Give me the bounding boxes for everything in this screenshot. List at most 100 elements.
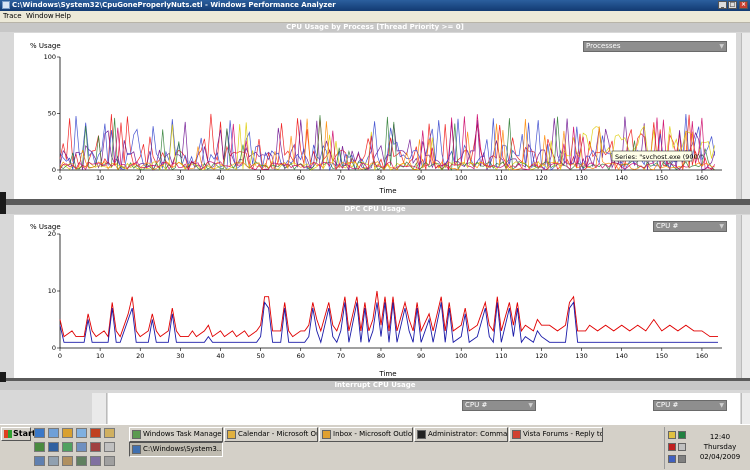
- x-tick-label: 130: [575, 174, 587, 182]
- y-tick-label: 100: [44, 53, 56, 61]
- processes-dropdown-value: Processes: [586, 42, 621, 50]
- app-icon-7[interactable]: [34, 456, 45, 466]
- app-icon-8[interactable]: [48, 456, 59, 466]
- cpu-usage-chart: % Usage Time 0 50 100 0 10 20 30 40 50 60 70 80 90 10…: [30, 42, 722, 195]
- left-dock-handle[interactable]: [0, 192, 6, 214]
- menu-help[interactable]: Help: [55, 12, 71, 20]
- office-icon[interactable]: [90, 428, 101, 438]
- left-dock-handle-2[interactable]: [0, 372, 6, 382]
- menu-bar: Trace Window Help: [0, 11, 750, 23]
- app-icon-5[interactable]: [90, 442, 101, 452]
- processes-dropdown[interactable]: Processes ▼: [583, 41, 727, 52]
- task-command-prompt[interactable]: Administrator: Command...: [414, 427, 508, 442]
- task-label: C:\Windows\System3...: [143, 445, 223, 453]
- cpu-axes: 0 50 100 0 10 20 30 40 50 60 70 80 90 100 110 120 130 140…: [44, 53, 722, 182]
- dpc-usage-chart: % Usage Time 0 10 20 0 10 20 30 40 50 60 70 80 90 100…: [30, 223, 722, 378]
- panel-splitter[interactable]: [0, 199, 750, 205]
- x-tick-label: 30: [176, 352, 184, 360]
- app-icon-3[interactable]: [62, 442, 73, 452]
- excel-icon[interactable]: [34, 442, 45, 452]
- command-prompt-icon: [417, 430, 426, 439]
- app-icon-6[interactable]: [104, 442, 115, 452]
- task-windows-task-manager[interactable]: Windows Task Manager: [129, 427, 223, 442]
- interrupt-plot-area[interactable]: [108, 393, 740, 424]
- task-performance-analyzer[interactable]: C:\Windows\System3...: [129, 442, 223, 457]
- task-label: Windows Task Manager: [143, 430, 223, 438]
- clock-day: Thursday: [703, 443, 737, 451]
- interrupt-cpu-dropdown-right[interactable]: CPU # ▼: [653, 400, 727, 411]
- app-icon-10[interactable]: [76, 456, 87, 466]
- interrupt-side-strip: [92, 393, 107, 424]
- explorer-icon[interactable]: [48, 428, 59, 438]
- dpc-axes: 0 10 20 0 10 20 30 40 50 60 70 80 90 100 110 120 130 140 1…: [48, 230, 722, 360]
- interrupt-cpu-dropdown-left[interactable]: CPU # ▼: [462, 400, 536, 411]
- menu-window[interactable]: Window: [26, 12, 54, 20]
- app-icon-9[interactable]: [62, 456, 73, 466]
- close-button[interactable]: ×: [739, 1, 748, 9]
- dpc-plot-area[interactable]: [14, 215, 736, 378]
- maximize-button[interactable]: □: [728, 1, 737, 9]
- start-label: Start: [13, 429, 36, 438]
- clock-time[interactable]: 12:40: [709, 433, 731, 441]
- cpu-process-series-line: [59, 118, 715, 171]
- cpu-plot-area[interactable]: [14, 33, 736, 199]
- chevron-down-icon[interactable]: ▼: [528, 402, 533, 409]
- app-icon-12[interactable]: [104, 456, 115, 466]
- alert-icon[interactable]: [668, 443, 676, 451]
- x-tick-label: 70: [337, 352, 345, 360]
- chevron-down-icon[interactable]: ▼: [719, 402, 724, 409]
- app-icon-2[interactable]: [104, 428, 115, 438]
- task-inbox-outlook[interactable]: Inbox - Microsoft Outlook: [319, 427, 413, 442]
- security-icon[interactable]: [668, 431, 676, 439]
- browser-icon: [512, 430, 521, 439]
- panel-splitter-2[interactable]: [0, 378, 750, 381]
- y-tick-label: 0: [52, 344, 56, 352]
- x-tick-label: 60: [297, 174, 305, 182]
- cpu-series-group: [59, 113, 716, 172]
- power-icon[interactable]: [678, 455, 686, 463]
- dpc-panel-title: DPC CPU Usage: [0, 205, 750, 214]
- app-icon-4[interactable]: [76, 442, 87, 452]
- task-label: Calendar - Microsoft Outl...: [238, 430, 317, 438]
- calendar-icon: [227, 430, 236, 439]
- x-tick-label: 160: [696, 352, 708, 360]
- cpu-process-series-line: [59, 116, 716, 172]
- outlook-icon[interactable]: [62, 428, 73, 438]
- y-tick-label: 50: [48, 110, 56, 118]
- minimize-button[interactable]: _: [718, 1, 727, 9]
- cpu-panel-scrollbar[interactable]: [741, 33, 750, 199]
- dpc-cpu-dropdown[interactable]: CPU # ▼: [653, 221, 727, 232]
- x-tick-label: 0: [58, 174, 62, 182]
- media-icon[interactable]: [76, 428, 87, 438]
- clock-date: 02/04/2009: [699, 453, 741, 461]
- system-tray: 12:40 Thursday 02/04/2009: [664, 427, 750, 469]
- task-vista-forums[interactable]: Vista Forums - Reply to T...: [509, 427, 603, 442]
- bluetooth-icon[interactable]: [668, 455, 676, 463]
- start-button[interactable]: Start: [1, 427, 36, 441]
- chevron-down-icon[interactable]: ▼: [719, 43, 724, 50]
- task-calendar-outlook[interactable]: Calendar - Microsoft Outl...: [224, 427, 318, 442]
- tooltip-text: Series: "svchost.exe (900)": [615, 153, 703, 161]
- x-tick-label: 80: [377, 352, 385, 360]
- x-tick-label: 90: [417, 352, 425, 360]
- dpc-series-group: [59, 290, 718, 344]
- volume-icon[interactable]: [678, 443, 686, 451]
- dpc-y-axis-label: % Usage: [30, 223, 61, 231]
- menu-trace[interactable]: Trace: [3, 12, 22, 20]
- network-icon[interactable]: [678, 431, 686, 439]
- inbox-icon: [322, 430, 331, 439]
- x-tick-label: 110: [495, 174, 507, 182]
- cpu-usage-panel: CPU Usage by Process [Thread Priority >=…: [0, 23, 750, 199]
- analyzer-icon: [132, 445, 141, 454]
- window-title-bar[interactable]: C:\Windows\System32\CpuGoneProperlyNuts.…: [0, 0, 750, 11]
- ie-icon[interactable]: [34, 428, 45, 438]
- word-icon[interactable]: [48, 442, 59, 452]
- cpu-process-series-line: [59, 113, 715, 171]
- interrupt-panel-scrollbar[interactable]: [741, 393, 750, 424]
- dpc-panel-scrollbar[interactable]: [741, 215, 750, 378]
- windows-logo-icon: [4, 430, 12, 438]
- x-tick-label: 130: [575, 352, 587, 360]
- chevron-down-icon[interactable]: ▼: [719, 223, 724, 230]
- app-icon-11[interactable]: [90, 456, 101, 466]
- x-tick-label: 140: [615, 352, 627, 360]
